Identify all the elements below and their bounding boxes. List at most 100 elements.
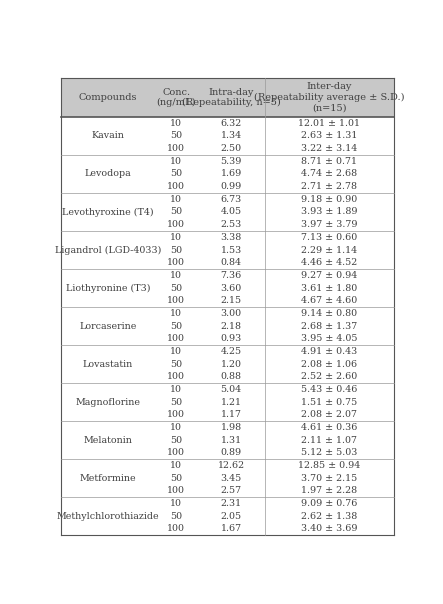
- Text: 1.97 ± 2.28: 1.97 ± 2.28: [301, 486, 358, 495]
- Text: 100: 100: [167, 486, 185, 495]
- Text: 10: 10: [170, 119, 182, 128]
- Text: 100: 100: [167, 144, 185, 153]
- Text: 3.22 ± 3.14: 3.22 ± 3.14: [301, 144, 358, 153]
- Text: 50: 50: [170, 321, 183, 330]
- Text: 100: 100: [167, 524, 185, 533]
- Text: 5.43 ± 0.46: 5.43 ± 0.46: [301, 385, 358, 394]
- Text: 1.98: 1.98: [221, 423, 242, 432]
- Text: 12.01 ± 1.01: 12.01 ± 1.01: [299, 119, 361, 128]
- Text: 50: 50: [170, 474, 183, 483]
- Text: 6.73: 6.73: [221, 195, 242, 204]
- Text: Metformine: Metformine: [80, 474, 136, 483]
- Text: 50: 50: [170, 245, 183, 254]
- Text: 50: 50: [170, 208, 183, 216]
- Text: 10: 10: [170, 271, 182, 280]
- Text: 10: 10: [170, 461, 182, 470]
- Text: 50: 50: [170, 359, 183, 368]
- Text: 50: 50: [170, 435, 183, 445]
- Text: 2.05: 2.05: [221, 512, 242, 521]
- Text: Kavain: Kavain: [92, 132, 124, 141]
- Text: 12.62: 12.62: [218, 461, 245, 470]
- Text: 3.60: 3.60: [221, 283, 242, 292]
- Text: 100: 100: [167, 220, 185, 229]
- Text: 50: 50: [170, 170, 183, 178]
- Text: 2.57: 2.57: [221, 486, 242, 495]
- Text: 0.88: 0.88: [221, 372, 242, 381]
- Text: 1.34: 1.34: [221, 132, 242, 141]
- Text: 2.15: 2.15: [221, 296, 242, 305]
- Text: 4.46 ± 4.52: 4.46 ± 4.52: [301, 258, 358, 267]
- Text: 9.09 ± 0.76: 9.09 ± 0.76: [301, 499, 358, 508]
- Text: 2.11 ± 1.07: 2.11 ± 1.07: [301, 435, 358, 445]
- Text: 9.14 ± 0.80: 9.14 ± 0.80: [301, 309, 358, 318]
- Text: 4.74 ± 2.68: 4.74 ± 2.68: [301, 170, 358, 178]
- Text: Intra-day
(Repeatability, n=5): Intra-day (Repeatability, n=5): [182, 88, 280, 108]
- Text: 2.08 ± 2.07: 2.08 ± 2.07: [301, 410, 358, 419]
- Text: 2.31: 2.31: [221, 499, 242, 508]
- Text: 1.51 ± 0.75: 1.51 ± 0.75: [301, 397, 358, 406]
- Text: 1.31: 1.31: [221, 435, 242, 445]
- Text: 2.18: 2.18: [221, 321, 242, 330]
- Text: 7.36: 7.36: [221, 271, 242, 280]
- Text: 1.69: 1.69: [221, 170, 242, 178]
- Text: Ligandrol (LGD-4033): Ligandrol (LGD-4033): [55, 245, 161, 254]
- Text: 0.84: 0.84: [221, 258, 242, 267]
- Bar: [61, 117, 393, 535]
- Text: 1.20: 1.20: [221, 359, 242, 368]
- Text: 3.93 ± 1.89: 3.93 ± 1.89: [301, 208, 358, 216]
- Text: 2.71 ± 2.78: 2.71 ± 2.78: [301, 182, 358, 191]
- Text: 10: 10: [170, 499, 182, 508]
- Text: 1.53: 1.53: [221, 245, 242, 254]
- Text: 7.13 ± 0.60: 7.13 ± 0.60: [301, 233, 358, 242]
- Text: 100: 100: [167, 258, 185, 267]
- Text: 5.04: 5.04: [221, 385, 242, 394]
- Text: 2.08 ± 1.06: 2.08 ± 1.06: [301, 359, 358, 368]
- Text: 3.45: 3.45: [221, 474, 242, 483]
- Text: 4.67 ± 4.60: 4.67 ± 4.60: [301, 296, 358, 305]
- Text: 9.18 ± 0.90: 9.18 ± 0.90: [301, 195, 358, 204]
- Text: 1.21: 1.21: [221, 397, 242, 406]
- Text: 6.32: 6.32: [221, 119, 242, 128]
- Text: Levothyroxine (T4): Levothyroxine (T4): [62, 207, 154, 217]
- Text: Inter-day
(Repeatability average ± S.D.)
(n=15): Inter-day (Repeatability average ± S.D.)…: [254, 82, 405, 113]
- Text: 100: 100: [167, 296, 185, 305]
- Text: 100: 100: [167, 182, 185, 191]
- Text: 2.29 ± 1.14: 2.29 ± 1.14: [301, 245, 358, 254]
- Text: 3.97 ± 3.79: 3.97 ± 3.79: [301, 220, 358, 229]
- Text: 1.67: 1.67: [221, 524, 242, 533]
- Text: 3.95 ± 4.05: 3.95 ± 4.05: [301, 334, 358, 343]
- Text: Lovastatin: Lovastatin: [83, 359, 133, 368]
- Text: Methylchlorothiazide: Methylchlorothiazide: [57, 512, 159, 521]
- Text: 10: 10: [170, 385, 182, 394]
- Text: 1.17: 1.17: [221, 410, 242, 419]
- Text: 2.50: 2.50: [221, 144, 242, 153]
- Text: 10: 10: [170, 233, 182, 242]
- Text: 4.25: 4.25: [221, 347, 242, 356]
- Text: 9.27 ± 0.94: 9.27 ± 0.94: [301, 271, 358, 280]
- Text: 8.71 ± 0.71: 8.71 ± 0.71: [301, 157, 358, 165]
- Bar: [61, 78, 393, 117]
- Text: Melatonin: Melatonin: [84, 435, 132, 445]
- Text: 5.39: 5.39: [221, 157, 242, 165]
- Text: 50: 50: [170, 283, 183, 292]
- Text: Conc.
(ng/mL): Conc. (ng/mL): [156, 88, 196, 108]
- Text: 0.89: 0.89: [221, 448, 242, 457]
- Text: 10: 10: [170, 423, 182, 432]
- Text: Compounds: Compounds: [79, 93, 137, 102]
- Text: 4.91 ± 0.43: 4.91 ± 0.43: [301, 347, 358, 356]
- Text: 10: 10: [170, 195, 182, 204]
- Text: 100: 100: [167, 410, 185, 419]
- Text: 0.99: 0.99: [221, 182, 242, 191]
- Text: 2.62 ± 1.38: 2.62 ± 1.38: [301, 512, 358, 521]
- Text: 3.70 ± 2.15: 3.70 ± 2.15: [301, 474, 358, 483]
- Text: Levodopa: Levodopa: [85, 170, 132, 178]
- Text: 2.68 ± 1.37: 2.68 ± 1.37: [301, 321, 358, 330]
- Text: 4.05: 4.05: [221, 208, 242, 216]
- Text: 12.85 ± 0.94: 12.85 ± 0.94: [298, 461, 361, 470]
- Text: Liothyronine (T3): Liothyronine (T3): [66, 283, 150, 292]
- Text: 4.61 ± 0.36: 4.61 ± 0.36: [301, 423, 358, 432]
- Text: 2.53: 2.53: [221, 220, 242, 229]
- Text: 3.00: 3.00: [221, 309, 242, 318]
- Text: 2.52 ± 2.60: 2.52 ± 2.60: [301, 372, 358, 381]
- Text: 100: 100: [167, 334, 185, 343]
